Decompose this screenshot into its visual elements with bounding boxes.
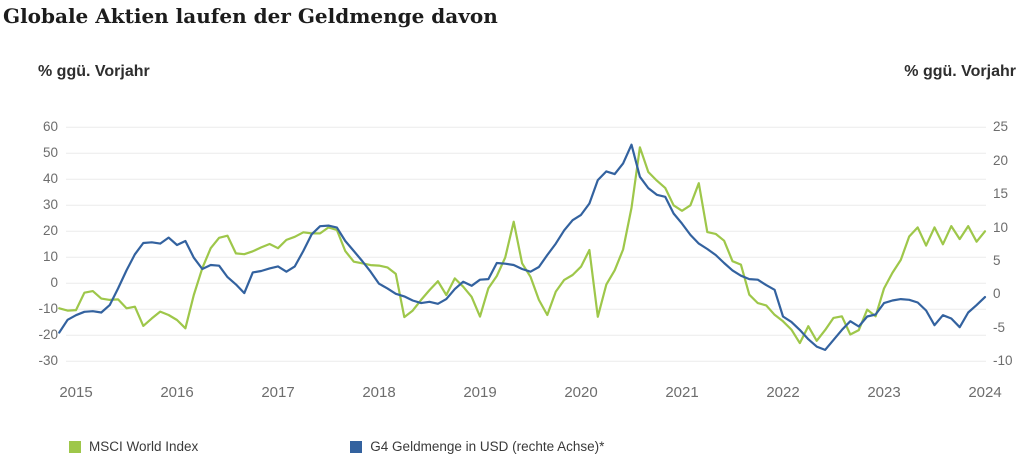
legend-item-g4: G4 Geldmenge in USD (rechte Achse)* xyxy=(350,439,604,454)
right-axis-tick: 10 xyxy=(993,219,1009,235)
left-axis-tick: 50 xyxy=(42,145,58,161)
series-line-msci xyxy=(58,146,987,345)
left-axis-tick: -30 xyxy=(38,353,58,369)
g4-series-swatch xyxy=(350,440,363,453)
x-axis-year-label: 2021 xyxy=(665,384,699,401)
right-axis-tick: 15 xyxy=(993,186,1009,202)
chart-title: Globale Aktien laufen der Geldmenge davo… xyxy=(3,4,498,28)
left-axis-tick: 30 xyxy=(42,197,58,213)
legend-label-g4: G4 Geldmenge in USD (rechte Achse)* xyxy=(370,439,605,454)
legend: MSCI World Index G4 Geldmenge in USD (re… xyxy=(69,439,604,454)
x-axis-year-label: 2023 xyxy=(867,384,901,401)
right-axis-tick: 25 xyxy=(993,119,1009,135)
left-axis-tick: 20 xyxy=(42,223,58,239)
right-axis-tick: -5 xyxy=(993,319,1006,335)
msci-series-swatch xyxy=(69,440,81,453)
right-axis-tick: 20 xyxy=(993,152,1009,168)
x-axis-year-label: 2022 xyxy=(766,384,800,401)
x-axis-year-label: 2016 xyxy=(160,384,194,401)
x-axis-year-label: 2019 xyxy=(463,384,497,401)
left-axis-tick: 10 xyxy=(42,249,58,265)
x-axis-year-label: 2015 xyxy=(59,384,93,401)
left-axis-tick: 0 xyxy=(50,275,58,291)
right-axis-tick: 0 xyxy=(993,286,1001,302)
x-axis-year-label: 2018 xyxy=(362,384,396,401)
left-axis-tick: -10 xyxy=(38,301,58,317)
legend-label-msci: MSCI World Index xyxy=(89,439,199,454)
legend-item-msci: MSCI World Index xyxy=(69,439,198,454)
right-axis-tick: 5 xyxy=(993,253,1001,268)
left-axis-tick: 40 xyxy=(42,171,58,187)
left-axis-tick: -20 xyxy=(38,327,58,343)
x-axis-year-label: 2024 xyxy=(968,384,1002,401)
x-axis-year-label: 2017 xyxy=(261,384,295,401)
right-axis-header: % ggü. Vorjahr xyxy=(904,63,1016,80)
left-axis-header: % ggü. Vorjahr xyxy=(38,63,150,80)
series-line-g4 xyxy=(58,143,987,351)
x-axis-year-label: 2020 xyxy=(564,384,598,401)
left-axis-tick: 60 xyxy=(42,119,58,135)
right-axis-tick: -10 xyxy=(993,353,1013,369)
